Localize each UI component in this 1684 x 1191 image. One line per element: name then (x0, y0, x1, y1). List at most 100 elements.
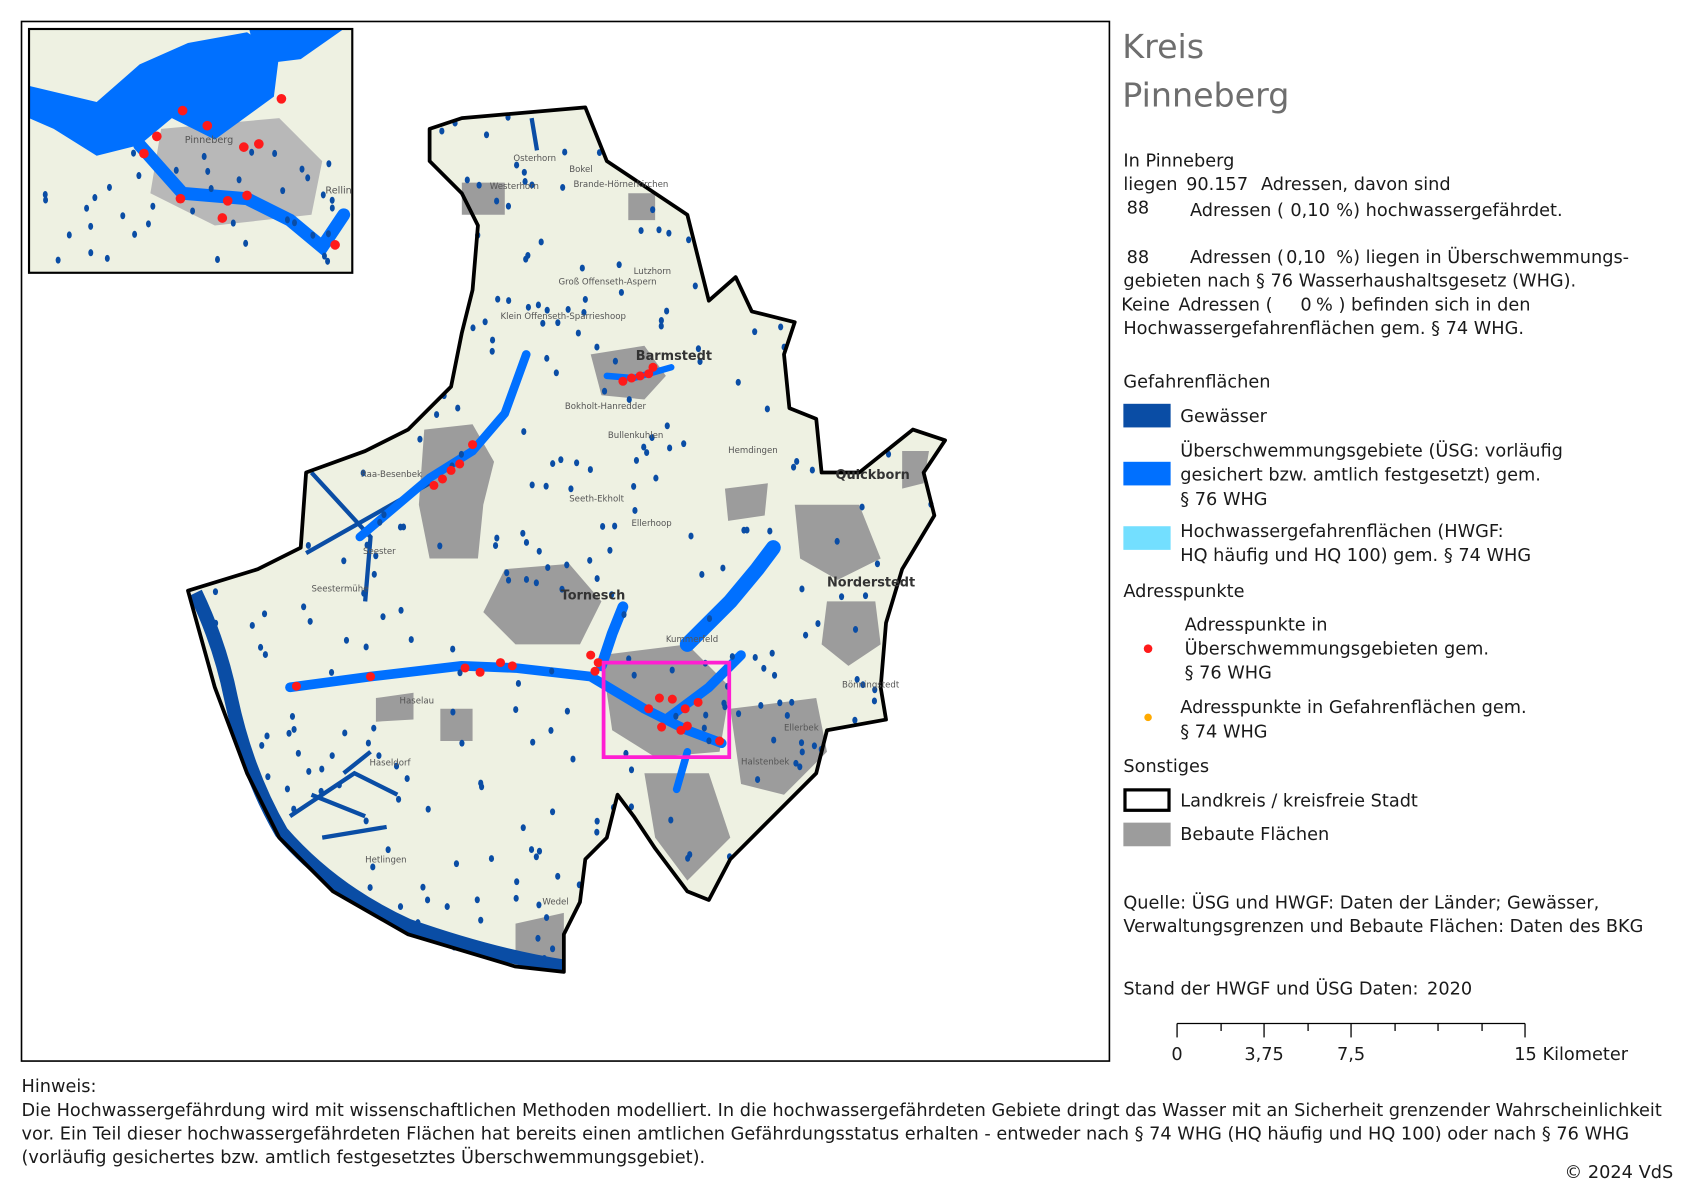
water-dot (633, 456, 640, 464)
district-border (186, 105, 947, 974)
water-dot (874, 560, 881, 568)
water-dot (769, 649, 775, 657)
water-dot (536, 901, 542, 909)
stats-line: 88 Adressen (0,10%) liegen in Überschwemm… (1127, 246, 1629, 268)
legend-label: Überschwemmungsgebiete (ÜSG: vorläufig (1180, 439, 1563, 461)
water-dot (612, 357, 618, 365)
legend-heading: Sonstiges (1123, 757, 1209, 777)
water-dot (549, 945, 556, 953)
water-dot (318, 787, 324, 795)
water-dot (306, 767, 312, 775)
water-dot (457, 669, 463, 677)
water-dot (697, 358, 703, 366)
water-dot (736, 710, 742, 718)
legend-swatch (1143, 644, 1153, 653)
water-dot (326, 160, 332, 168)
water-dot (535, 934, 541, 942)
water-dot (397, 903, 404, 911)
address-point (468, 440, 478, 450)
water-dot (548, 726, 554, 734)
scale-bar (1176, 1022, 1526, 1038)
legend-label: Landkreis / kreisfreie Stadt (1180, 792, 1418, 812)
water-dot (582, 295, 588, 303)
water-dot (360, 469, 366, 477)
water-dot (650, 206, 656, 214)
water-dot (434, 411, 440, 418)
water-dot (329, 204, 335, 212)
water-dot (544, 306, 550, 314)
water-dot (631, 482, 637, 490)
water-dot (319, 765, 325, 773)
stand: Stand der HWGF und ÜSG Daten: 2020 (1123, 977, 1472, 999)
water-dot (329, 196, 335, 204)
water-dot (295, 749, 301, 757)
address-point (475, 667, 485, 677)
scale-label: 3,75 (1244, 1045, 1283, 1065)
water-dot (587, 466, 593, 473)
water-dot (408, 636, 414, 643)
water-dot (669, 666, 675, 674)
water-dot (395, 795, 402, 803)
copyright: © 2024 VdS (1565, 1163, 1674, 1183)
note: Hinweis: Die Hochwassergefährdung wird m… (22, 1077, 1662, 1168)
water-dot (523, 539, 530, 546)
legend-label: Überschwemmungsgebieten gem. (1185, 638, 1489, 660)
title: Kreis (1122, 27, 1204, 66)
water-dot (541, 954, 547, 962)
water-dot (859, 503, 865, 511)
water-dot (594, 817, 600, 825)
water-dot (803, 631, 809, 639)
water-dot (755, 776, 761, 784)
water-dot (494, 197, 500, 205)
water-dot (587, 556, 593, 564)
water-dot (404, 775, 410, 783)
water-dot (299, 165, 305, 173)
water-dot (721, 699, 727, 707)
water-dot (523, 576, 530, 583)
water-dot (505, 202, 512, 210)
address-point (202, 120, 213, 131)
water-dot (778, 323, 784, 331)
water-dot (809, 466, 815, 474)
water-dot (562, 148, 568, 156)
address-point (648, 362, 658, 372)
water-dot (376, 752, 382, 760)
place-label: Brande-Hörnerkirchen (574, 180, 669, 190)
legend-label: Hochwassergefahrenflächen (HWGF: (1180, 522, 1503, 542)
address-point (644, 369, 654, 379)
water-dot (649, 434, 655, 441)
water-dot (336, 781, 342, 789)
stats-line: 88 Adressen (0,10%) hochwassergefährdet. (1127, 199, 1563, 221)
stats-line: liegen 90.157 Adressen, davon sind (1123, 175, 1450, 195)
water-dot (681, 440, 687, 448)
water-dot (325, 257, 331, 265)
legend-swatch (1123, 788, 1171, 812)
water-dot (194, 600, 200, 607)
water-dot (301, 603, 307, 611)
address-point (254, 139, 264, 149)
water-dot (621, 611, 627, 618)
water-dot (761, 664, 767, 672)
water-dot (790, 463, 797, 471)
address-point (242, 190, 252, 201)
inset-extent (601, 660, 732, 760)
water-dot (106, 183, 112, 191)
water-dot (464, 176, 470, 184)
water-dot (656, 226, 662, 234)
water-dot (131, 149, 136, 157)
water-dot (291, 725, 297, 733)
water-dot (280, 187, 286, 195)
water-dot (132, 230, 138, 238)
water-dot (862, 592, 869, 600)
address-point (238, 142, 249, 152)
address-point (654, 693, 664, 703)
water-dot (459, 739, 465, 747)
water-dot (871, 697, 878, 705)
water-dot (701, 724, 707, 732)
place-label: Ellerhoop (632, 519, 672, 529)
water-dot (784, 712, 790, 719)
water-dot (550, 460, 556, 468)
water-dot (628, 766, 635, 774)
water-dot (370, 863, 376, 871)
